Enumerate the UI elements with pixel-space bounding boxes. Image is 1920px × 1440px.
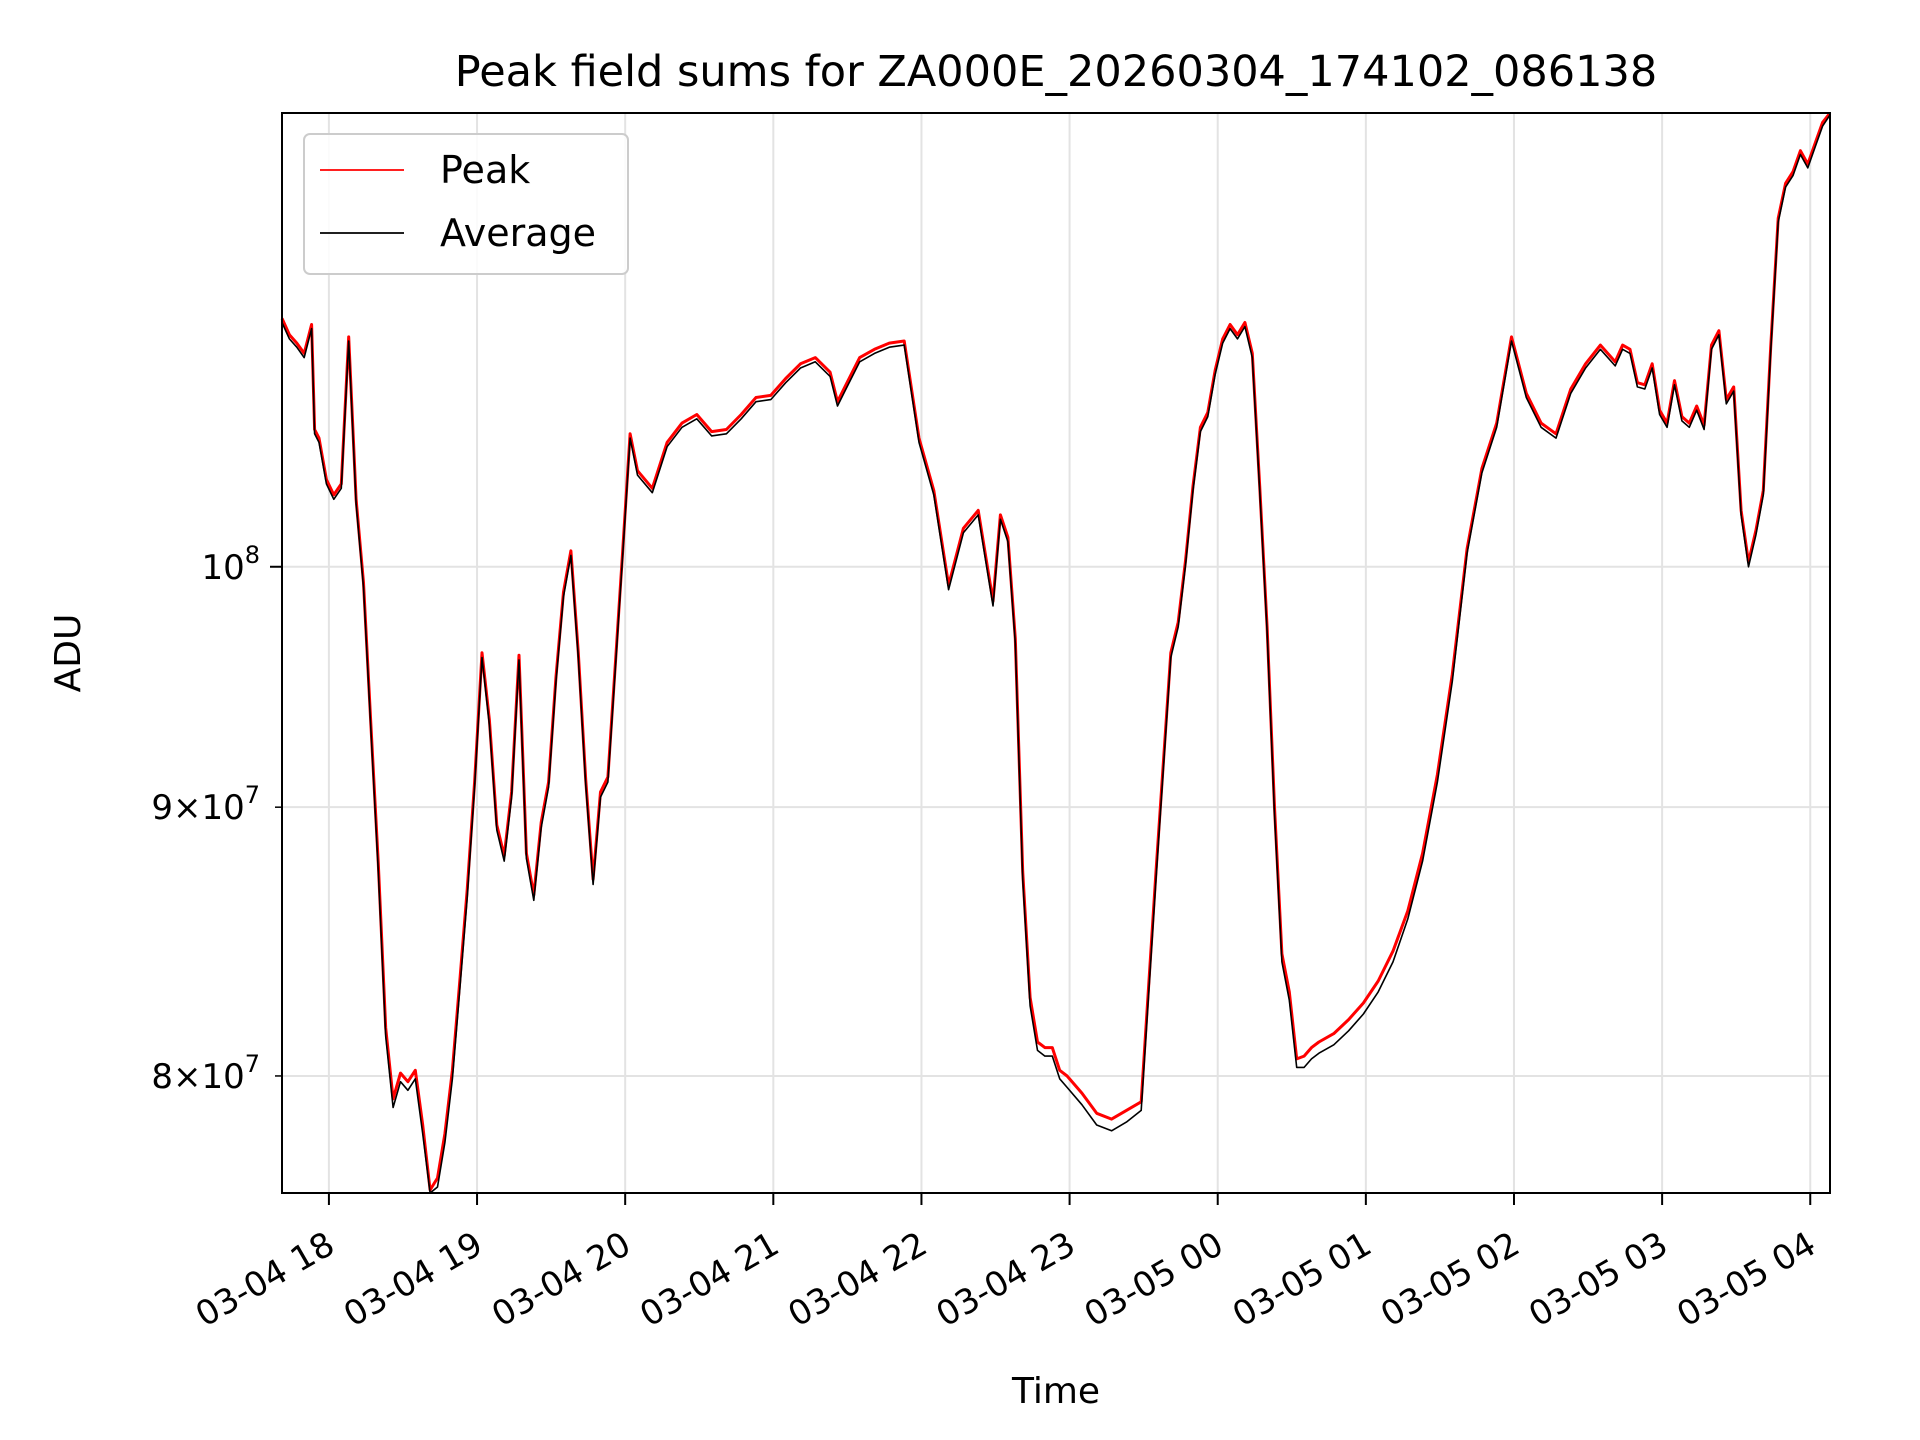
legend-average-label: Average	[440, 211, 596, 255]
y-tick-base: 10	[201, 1057, 244, 1097]
y-tick-times: ×	[173, 1057, 202, 1097]
y-tick-mantissa: 8	[151, 1057, 173, 1097]
y-tick-exponent: 7	[245, 1050, 260, 1078]
legend-peak-label: Peak	[440, 148, 530, 192]
series-lines	[280, 112, 1832, 1194]
y-tick-label: 9×107	[151, 781, 260, 828]
x-axis-label: Time	[1011, 1371, 1100, 1412]
legend: Peak Average	[303, 133, 629, 275]
y-tick-label: 108	[201, 541, 260, 588]
series-line-average	[281, 114, 1831, 1194]
chart-title: Peak field sums for ZA000E_20260304_1741…	[455, 47, 1657, 97]
y-tick-exponent: 8	[245, 541, 260, 569]
y-tick-label: 8×107	[151, 1050, 260, 1097]
y-tick-base: 10	[201, 548, 244, 588]
y-tick-times: ×	[173, 788, 202, 828]
plot-frame	[281, 112, 1831, 1194]
y-tick-mantissa: 9	[151, 788, 173, 828]
grid-lines	[282, 113, 1830, 1193]
legend-frame	[303, 133, 629, 275]
y-tick-exponent: 7	[245, 781, 260, 809]
y-tick-base: 10	[201, 788, 244, 828]
y-axis-label: ADU	[48, 614, 89, 693]
